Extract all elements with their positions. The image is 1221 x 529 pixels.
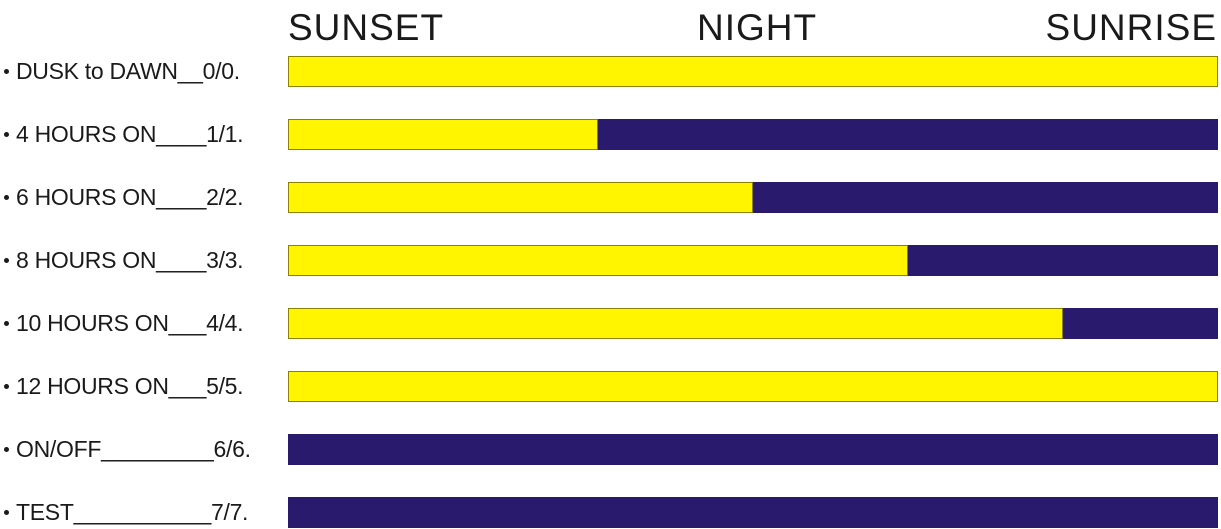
mode-row-6-hours: 6 HOURS ON____2/2. xyxy=(0,180,1221,214)
mode-label: 10 HOURS ON___4/4. xyxy=(4,306,286,340)
mode-row-4-hours: 4 HOURS ON____1/1. xyxy=(0,117,1221,151)
mode-label-text: 6 HOURS ON____2/2. xyxy=(16,183,244,210)
mode-label-text: 4 HOURS ON____1/1. xyxy=(16,120,244,147)
bar-on-segment xyxy=(288,119,598,150)
bullet-icon xyxy=(4,68,9,74)
mode-label: 4 HOURS ON____1/1. xyxy=(4,117,286,151)
mode-bar xyxy=(288,182,1218,213)
bullet-icon xyxy=(4,131,9,137)
mode-row-dusk-to-dawn: DUSK to DAWN__0/0. xyxy=(0,54,1221,88)
bullet-icon xyxy=(4,509,9,515)
mode-label: 12 HOURS ON___5/5. xyxy=(4,369,286,403)
mode-label-text: 8 HOURS ON____3/3. xyxy=(16,246,244,273)
mode-row-12-hours: 12 HOURS ON___5/5. xyxy=(0,369,1221,403)
mode-bar xyxy=(288,308,1218,339)
header-night: NIGHT xyxy=(697,7,818,48)
mode-bar xyxy=(288,371,1218,402)
mode-label: TEST___________7/7. xyxy=(4,495,286,529)
mode-label: 6 HOURS ON____2/2. xyxy=(4,180,286,214)
bar-on-segment xyxy=(288,245,909,276)
bullet-icon xyxy=(4,257,9,263)
mode-bar xyxy=(288,434,1218,465)
bar-on-segment xyxy=(288,56,1218,87)
mode-label: DUSK to DAWN__0/0. xyxy=(4,54,286,88)
bar-on-segment xyxy=(288,308,1063,339)
mode-label-text: ON/OFF_________6/6. xyxy=(16,435,251,462)
mode-row-test: TEST___________7/7. xyxy=(0,495,1221,529)
bar-on-segment xyxy=(288,182,753,213)
bullet-icon xyxy=(4,194,9,200)
mode-row-on-off: ON/OFF_________6/6. xyxy=(0,432,1221,466)
mode-label-text: 10 HOURS ON___4/4. xyxy=(16,309,244,336)
mode-label-text: TEST___________7/7. xyxy=(16,498,249,525)
bullet-icon xyxy=(4,383,9,389)
bullet-icon xyxy=(4,320,9,326)
mode-row-10-hours: 10 HOURS ON___4/4. xyxy=(0,306,1221,340)
mode-bar xyxy=(288,119,1218,150)
header-sunrise: SUNRISE xyxy=(1045,7,1217,48)
mode-label-text: 12 HOURS ON___5/5. xyxy=(16,372,244,399)
mode-row-8-hours: 8 HOURS ON____3/3. xyxy=(0,243,1221,277)
bullet-icon xyxy=(4,446,9,452)
mode-label-text: DUSK to DAWN__0/0. xyxy=(16,57,240,84)
header-sunset: SUNSET xyxy=(288,7,445,48)
mode-bar xyxy=(288,56,1218,87)
mode-bar xyxy=(288,245,1218,276)
bar-on-segment xyxy=(288,371,1218,402)
mode-label: 8 HOURS ON____3/3. xyxy=(4,243,286,277)
mode-label: ON/OFF_________6/6. xyxy=(4,432,286,466)
mode-bar xyxy=(288,497,1218,528)
